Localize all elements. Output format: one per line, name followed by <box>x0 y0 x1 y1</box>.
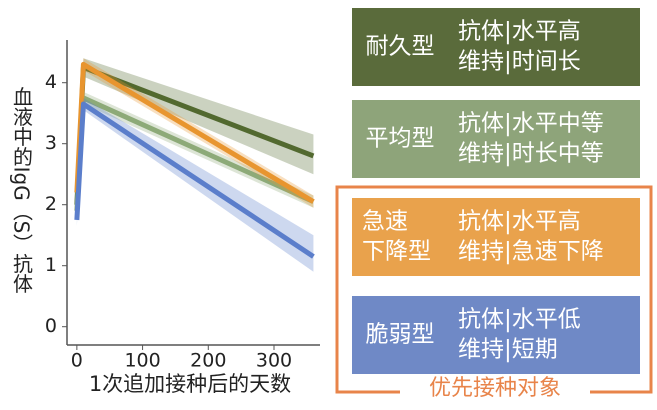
y-tick-label: 2 <box>45 193 57 215</box>
legend-description: 维持|急速下降 <box>458 239 604 265</box>
y-axis-label: 血液中的IgG（S）抗体 <box>10 86 34 293</box>
legend-name: 下降型 <box>362 239 431 265</box>
x-tick-label: 100 <box>124 350 160 372</box>
legend-description: 抗体|水平低 <box>458 307 581 333</box>
legend-box <box>352 198 640 276</box>
legend-name: 平均型 <box>366 126 435 152</box>
legend-description: 抗体|水平高 <box>458 209 581 235</box>
x-tick-label: 200 <box>190 350 226 372</box>
legend-box <box>352 100 640 178</box>
series-line <box>74 101 315 259</box>
legend-name: 耐久型 <box>366 34 435 60</box>
y-tick-label: 1 <box>45 254 57 276</box>
legend-description: 维持|短期 <box>458 337 558 363</box>
legend-box <box>352 296 640 374</box>
legend-description: 维持|时间长 <box>458 49 581 75</box>
annotation: 优先接种对象 <box>429 376 561 401</box>
legend-description: 维持|时长中等 <box>458 141 604 167</box>
legend-name: 急速 <box>362 209 408 235</box>
y-tick-label: 4 <box>45 71 57 93</box>
legend-description: 抗体|水平中等 <box>458 111 604 137</box>
y-tick-label: 3 <box>45 132 57 154</box>
x-tick-label: 300 <box>256 350 292 372</box>
bracket-gap <box>400 376 590 404</box>
legend-box <box>352 8 640 86</box>
legend-description: 抗体|水平高 <box>458 19 581 45</box>
legend-name: 脆弱型 <box>366 322 435 348</box>
y-tick-label: 0 <box>45 315 57 337</box>
x-tick-label: 0 <box>71 350 83 372</box>
x-axis-label: 1次追加接种后的天数 <box>89 372 291 396</box>
